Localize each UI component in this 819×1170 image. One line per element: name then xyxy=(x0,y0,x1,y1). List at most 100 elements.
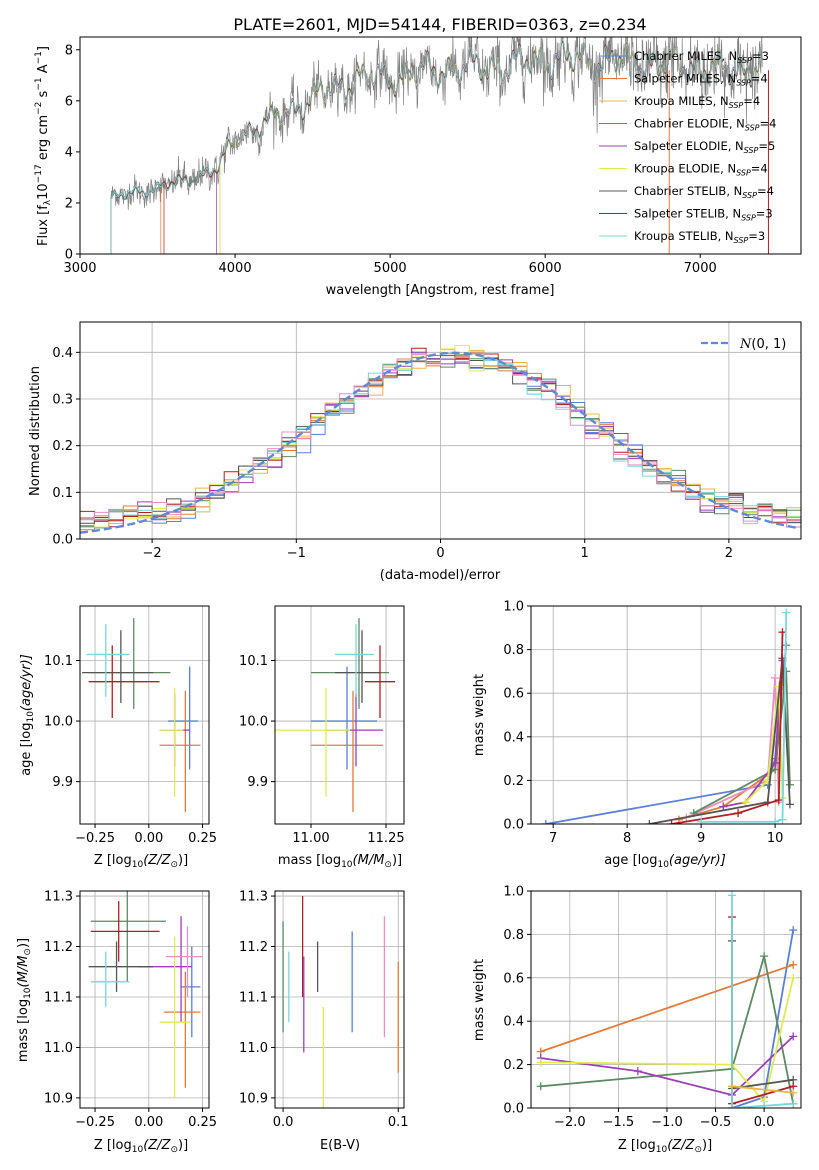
y-tick-label: 10.9 xyxy=(44,1091,73,1106)
x-tick-label: −1.0 xyxy=(651,1115,683,1130)
y-tick-label: 0.2 xyxy=(503,774,524,789)
y-tick-label: 0.3 xyxy=(52,393,73,408)
residual-frame xyxy=(79,321,802,540)
weight-series-line xyxy=(540,1035,794,1096)
x-tick-label: 0.1 xyxy=(388,1115,409,1130)
y-tick-label: 0.4 xyxy=(503,1015,524,1030)
y-tick-label: 11.0 xyxy=(239,1041,268,1056)
weight-vs-z-frame xyxy=(530,890,802,1109)
weight-vs-age-ylabel: mass weight xyxy=(472,674,487,756)
y-tick-label: 0.2 xyxy=(52,439,73,454)
legend-label-main: Kroupa STELIB, N xyxy=(634,229,734,243)
legend-label: Kroupa MILES, NSSP=4 xyxy=(634,94,760,110)
y-tick-label: 0.0 xyxy=(52,533,73,548)
y-tick-label: 0 xyxy=(65,248,73,263)
y-tick-label: 10.9 xyxy=(239,1091,268,1106)
legend-label-main: Salpeter STELIB, N xyxy=(634,207,741,221)
x-tick-label: 0.0 xyxy=(754,1115,775,1130)
x-tick-label: 0.00 xyxy=(134,1115,163,1130)
residual-panel: −2 −1 0 1 2 0.0 0.1 0.2 0.3 0.4 (data-model)/erro… xyxy=(28,321,802,583)
legend-label-sub: SSP xyxy=(741,214,756,223)
weight-series-line xyxy=(540,955,795,1104)
weight-series-line xyxy=(731,1085,794,1094)
y-tick-label: 11.3 xyxy=(239,890,268,905)
y-tick-label: 11.2 xyxy=(239,940,268,955)
weight-series-line xyxy=(671,632,784,824)
y-tick-label: 11.2 xyxy=(44,940,73,955)
legend-label-tail: =5 xyxy=(758,139,775,153)
x-tick-label: −0.25 xyxy=(75,831,115,846)
y-tick-label: 6 xyxy=(65,94,73,109)
legend-label-tail: =4 xyxy=(751,72,768,86)
weight-vs-z-xlabel: Z [log10(Z/Z⊙)] xyxy=(618,1138,712,1155)
legend-label-main: Salpeter ELODIE, N xyxy=(634,139,744,153)
y-tick-label: 10.1 xyxy=(44,654,73,669)
weight-series-line xyxy=(701,612,788,823)
age-vs-z-frame xyxy=(79,605,210,825)
residual-xlabel: (data-model)/error xyxy=(380,568,501,583)
x-tick-label: 0.0 xyxy=(273,1115,294,1130)
y-tick-label: 9.9 xyxy=(247,775,268,790)
age-vs-mass-frame xyxy=(274,605,405,825)
legend-label: Salpeter STELIB, NSSP=3 xyxy=(634,207,773,223)
legend-label-main: Kroupa MILES, N xyxy=(634,94,729,108)
legend-label: Chabrier ELODIE, NSSP=4 xyxy=(634,117,776,133)
y-tick-label: 11.1 xyxy=(44,990,73,1005)
y-tick-label: 0.2 xyxy=(503,1058,524,1073)
legend-label-sub: SSP xyxy=(736,169,751,178)
legend-label-tail: =4 xyxy=(757,184,774,198)
legend-label-tail: =3 xyxy=(748,229,765,243)
legend-label-sub: SSP xyxy=(734,236,749,245)
y-tick-label: 8 xyxy=(65,43,73,58)
clipped-plot-area xyxy=(541,608,794,824)
age-vs-z-xlabel: Z [log10(Z/Z⊙)] xyxy=(94,853,188,870)
mass-vs-ebv-xlabel: E(B-V) xyxy=(320,1138,360,1153)
weight-vs-z-plot: −2.0 −1.5 −1.0 −0.5 0.0 0.0 0.2 0.4 0.6 0.8 1.0 xyxy=(503,885,801,1130)
legend-label: Kroupa ELODIE, NSSP=4 xyxy=(634,162,768,178)
legend-label-tail: =3 xyxy=(752,49,769,63)
normal-curve-legend-label: N(0, 1) xyxy=(739,337,786,352)
legend-label-sub: SSP xyxy=(745,124,760,133)
legend-label-main: Salpeter MILES, N xyxy=(634,72,736,86)
clipped-plot-area xyxy=(80,345,801,534)
weight-vs-age-plot: 7 8 9 10 0.0 0.2 0.4 0.6 0.8 1.0 xyxy=(503,600,801,846)
y-tick-label: 4 xyxy=(65,145,73,160)
x-tick-label: −1.5 xyxy=(603,1115,635,1130)
age-vs-z-panel: −0.25 0.00 0.25 9.9 10.0 10.1 Z [log10(Z/Z⊙)]… xyxy=(19,605,217,870)
clipped-plot-area xyxy=(275,618,395,812)
legend-label-tail: =4 xyxy=(743,94,760,108)
mass-vs-z-panel: −0.25 0.00 0.25 10.9 11.0 11.1 11.2 11.3 Z [log… xyxy=(16,890,217,1155)
x-tick-label: 2 xyxy=(725,546,733,561)
weight-series-line xyxy=(540,977,795,1104)
age-vs-z-plot: −0.25 0.00 0.25 9.9 10.0 10.1 xyxy=(44,606,217,846)
x-tick-label: 10 xyxy=(767,831,784,846)
x-tick-label: 1 xyxy=(581,546,589,561)
residual-histogram-step xyxy=(80,353,801,528)
x-tick-label: 7 xyxy=(549,831,557,846)
legend-label: Chabrier MILES, NSSP=3 xyxy=(634,49,769,65)
weight-vs-age-xlabel: age [log10(age/yr)] xyxy=(604,853,726,870)
x-tick-label: 8 xyxy=(623,831,631,846)
y-tick-label: 9.9 xyxy=(52,775,73,790)
clipped-plot-area xyxy=(110,37,769,254)
legend-label-sub: SSP xyxy=(742,191,757,200)
legend-label-tail: =4 xyxy=(760,117,777,131)
y-tick-label: 0.6 xyxy=(503,971,524,986)
x-tick-label: 7000 xyxy=(684,261,717,276)
mass-vs-z-ylabel: mass [log10(M/M⊙)] xyxy=(16,938,33,1062)
x-tick-label: 9 xyxy=(697,831,705,846)
legend-label-sub: SSP xyxy=(736,79,751,88)
legend-label-sub: SSP xyxy=(744,146,759,155)
y-tick-label: 0.8 xyxy=(503,928,524,943)
y-tick-label: 10.0 xyxy=(44,715,73,730)
y-tick-label: 0.0 xyxy=(503,818,524,833)
residual-plot: −2 −1 0 1 2 0.0 0.1 0.2 0.3 0.4 xyxy=(52,322,801,561)
legend-label-sub: SSP xyxy=(737,56,752,65)
mass-vs-ebv-panel: 0.0 0.1 10.9 11.0 11.1 11.2 11.3 E(B-V) xyxy=(239,890,409,1153)
clipped-plot-area xyxy=(88,891,203,1098)
x-tick-label: 5000 xyxy=(374,261,407,276)
legend-label-main: Chabrier ELODIE, N xyxy=(634,117,745,131)
spectrum-frame xyxy=(79,36,802,255)
clipped-plot-area xyxy=(536,891,798,1108)
spectrum-plot: 3000 4000 5000 6000 7000 0 2 4 6 8 xyxy=(63,37,769,276)
